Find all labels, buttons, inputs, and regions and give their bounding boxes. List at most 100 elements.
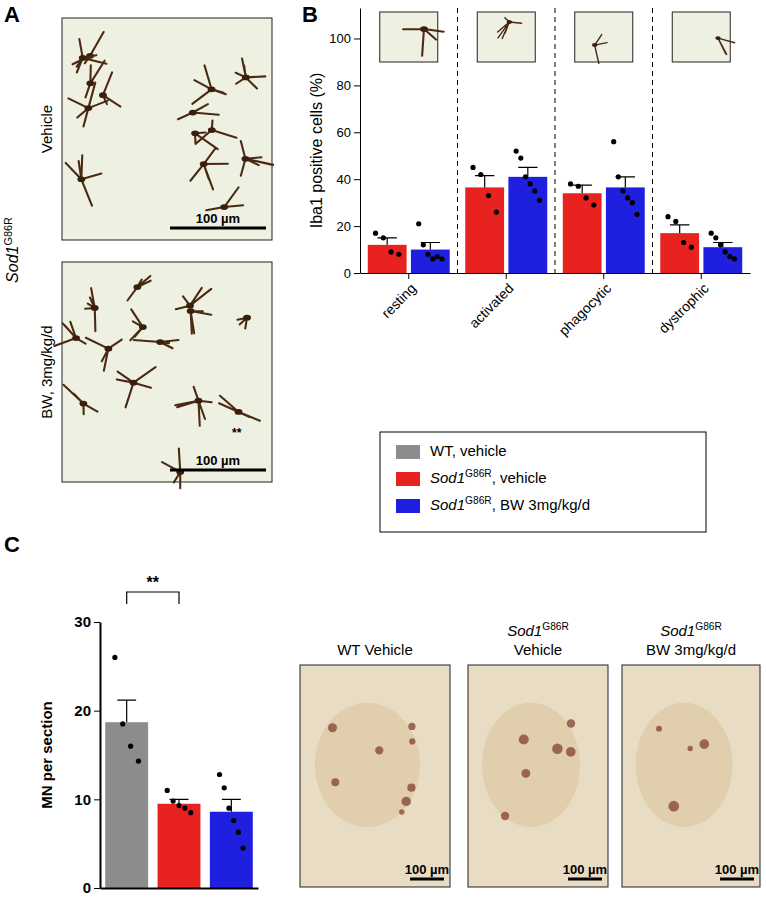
image-title: Sod1G86R [660, 621, 722, 639]
point [718, 242, 723, 247]
point [165, 788, 170, 793]
scale-bar [410, 878, 444, 881]
legend-label: Sod1G86R, vehicle [430, 468, 547, 486]
point [709, 231, 714, 236]
neuron [519, 734, 529, 744]
panel-c-images: 100 µmWT Vehicle100 µmSod1G86RVehicle100… [300, 621, 760, 887]
tick-mark [506, 273, 507, 279]
point [583, 195, 588, 200]
cell-body [195, 398, 203, 404]
tick-mark [354, 179, 360, 180]
cell [103, 72, 121, 106]
scale-bar-label: 100 µm [715, 862, 759, 877]
tick-label: phagocytic [556, 280, 615, 339]
point [673, 219, 678, 224]
point [494, 209, 499, 214]
axis-line [361, 273, 751, 274]
cell-body [715, 36, 720, 40]
cell [162, 449, 180, 489]
neuron [409, 738, 415, 744]
error-bar [377, 238, 396, 245]
point [128, 744, 133, 749]
point [241, 846, 246, 851]
cell-body [507, 20, 512, 24]
micrograph [622, 665, 760, 887]
cell [498, 18, 522, 39]
point [231, 818, 236, 823]
tick-mark [408, 273, 409, 279]
neuron [408, 723, 415, 730]
cell-body [592, 43, 597, 47]
cell-body [200, 161, 208, 167]
micrograph-cells [54, 276, 260, 488]
allele: G86R [465, 495, 492, 506]
point [435, 254, 440, 259]
x-axis [101, 888, 259, 890]
tick-mark [94, 888, 100, 889]
micrograph [575, 12, 633, 62]
point [217, 772, 222, 777]
point [120, 721, 125, 726]
neuron [552, 743, 562, 753]
bar [660, 233, 699, 273]
tick-mark [701, 273, 702, 279]
point [430, 256, 435, 261]
scale-bar-label: 100 µm [563, 862, 607, 877]
cell [190, 148, 227, 189]
panel-label: C [4, 532, 20, 557]
image-title: BW 3mg/kg/d [646, 641, 736, 658]
separator [457, 8, 458, 273]
point [689, 245, 694, 250]
point [470, 165, 475, 170]
allele: G86R [542, 621, 569, 632]
scale-bar [568, 878, 602, 881]
bar [210, 812, 253, 888]
micrograph [62, 18, 272, 240]
cell [595, 35, 607, 64]
point [478, 172, 483, 177]
point [523, 174, 528, 179]
point [625, 195, 630, 200]
neuron [566, 747, 576, 757]
neuron [407, 784, 415, 792]
tick-label: 60 [337, 125, 351, 140]
point [112, 655, 117, 660]
point [591, 202, 596, 207]
point [236, 830, 241, 835]
cell-body [420, 26, 428, 32]
neuron [402, 797, 411, 806]
point [226, 806, 231, 811]
error-bar [572, 185, 591, 193]
cell-body [86, 81, 94, 87]
tick: 80 [337, 78, 360, 93]
tick-mark [354, 132, 360, 133]
cell-body [191, 130, 199, 136]
cell-body [99, 92, 107, 98]
micrograph-cells [498, 18, 522, 39]
legend-swatch [396, 445, 420, 459]
cell [63, 385, 97, 415]
tick-mark [94, 799, 100, 800]
text-part: , vehicle [492, 469, 547, 486]
point [616, 174, 621, 179]
bar [703, 247, 742, 273]
allele: G86R [465, 468, 492, 479]
error-bar [222, 799, 241, 811]
tick-label: 10 [74, 791, 91, 808]
tick: 10 [74, 791, 100, 808]
micrograph-cells [592, 35, 607, 64]
scale-bar [720, 878, 754, 881]
point [439, 256, 444, 261]
gene: Sod1 [507, 622, 542, 639]
cell [236, 58, 266, 88]
bar [105, 722, 148, 888]
neuron [331, 778, 339, 786]
point [727, 254, 732, 259]
panel-a: 100 µmVehicle100 µmBW, 3mg/kg/d**Sod1G86… [2, 18, 273, 488]
scale-bar-label: 100 µm [196, 211, 240, 226]
cell-body [242, 75, 250, 81]
gene: Sod1 [430, 496, 465, 513]
tick: 0 [344, 266, 360, 281]
tick-label: dystrophic [655, 280, 711, 336]
tick: resting [378, 273, 419, 321]
